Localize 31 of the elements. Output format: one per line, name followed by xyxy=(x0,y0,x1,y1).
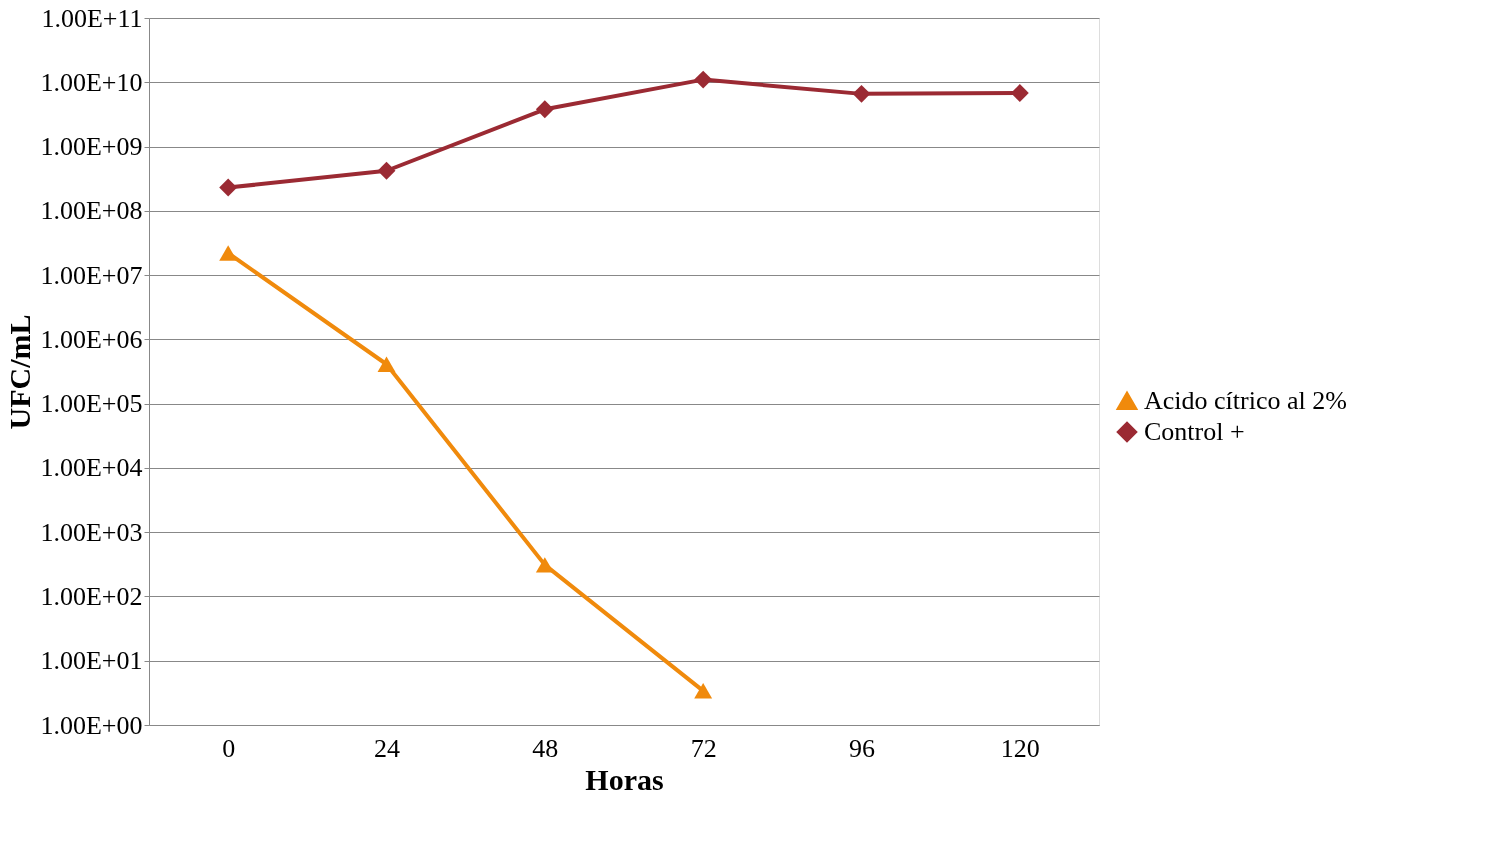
point xyxy=(852,84,871,103)
x-tick-label: 0 xyxy=(222,733,236,763)
x-tick-label: 24 xyxy=(374,733,400,763)
x-tick-label: 120 xyxy=(1000,733,1040,763)
point xyxy=(377,161,396,180)
y-tick-label: 1.00E+08 xyxy=(40,196,143,226)
y-tick-label: 1.00E+00 xyxy=(40,710,143,740)
y-tick-label: 1.00E+07 xyxy=(40,260,143,290)
y-tick-label: 1.00E+02 xyxy=(40,581,143,611)
legend-label: Acido cítrico al 2% xyxy=(1144,386,1347,415)
x-tick-label: 72 xyxy=(690,733,717,763)
point xyxy=(219,245,238,261)
x-tick-label: 48 xyxy=(532,733,559,763)
y-tick-label: 1.00E+11 xyxy=(41,3,143,33)
x-axis-title: Horas xyxy=(585,762,664,796)
point xyxy=(535,100,554,119)
y-tick-label: 1.00E+10 xyxy=(40,67,143,97)
point xyxy=(694,683,713,699)
point xyxy=(219,178,238,197)
point xyxy=(694,70,713,89)
y-tick-label: 1.00E+06 xyxy=(40,324,143,354)
x-tick-label: 96 xyxy=(849,733,875,763)
point xyxy=(535,557,554,573)
y-tick-label: 1.00E+04 xyxy=(40,453,143,483)
y-tick-label: 1.00E+03 xyxy=(40,517,143,547)
y-tick-label: 1.00E+09 xyxy=(40,132,143,162)
point xyxy=(377,356,396,372)
y-axis-title: UFC/mL xyxy=(3,314,37,430)
y-tick-label: 1.00E+01 xyxy=(40,646,143,676)
legend-label: Control + xyxy=(1144,417,1245,446)
y-tick-label: 1.00E+05 xyxy=(40,389,143,419)
